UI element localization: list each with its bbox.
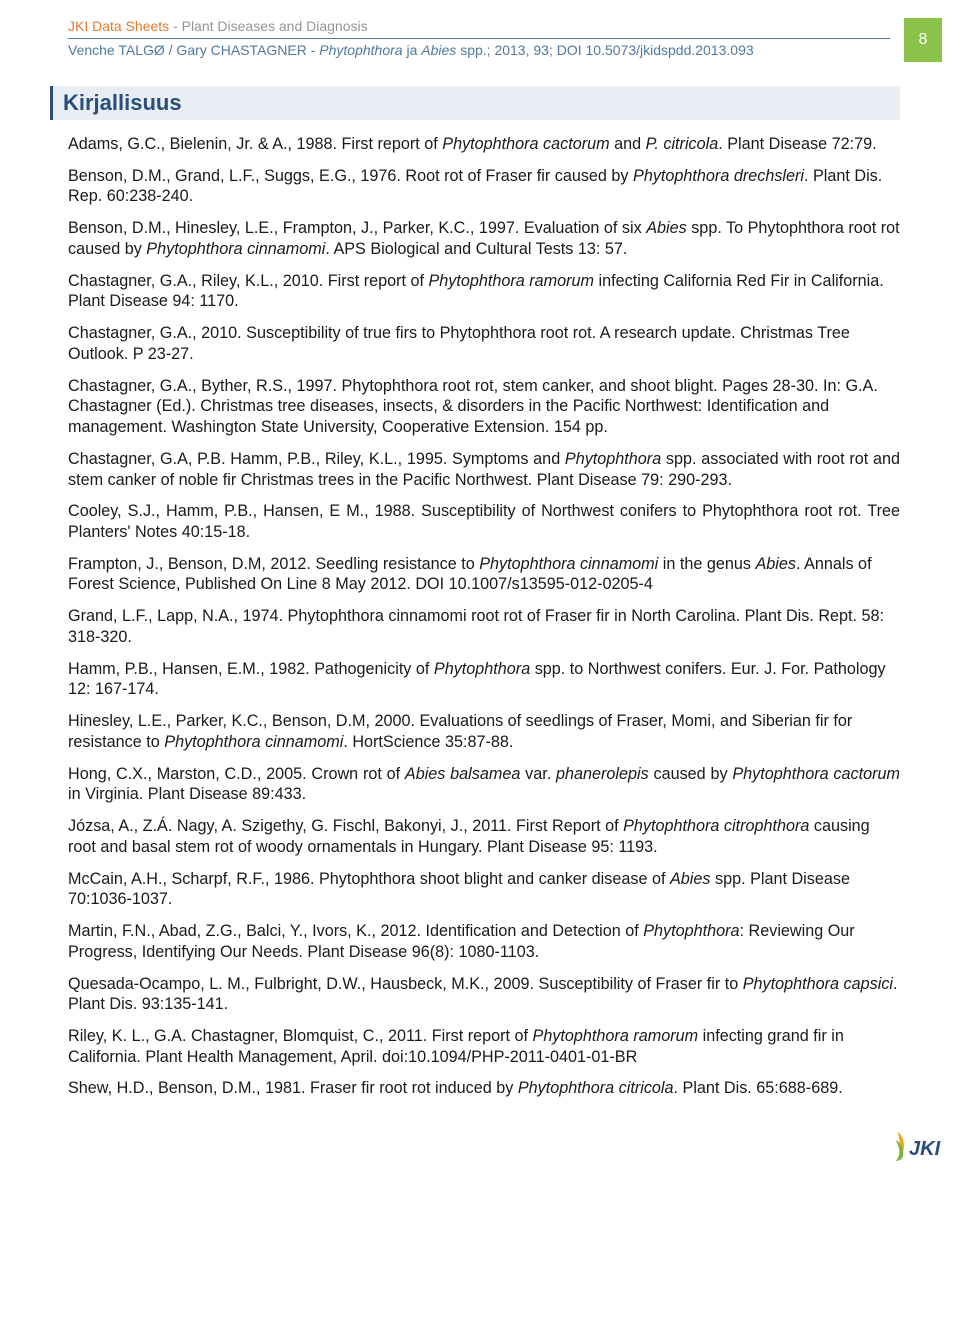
series-prefix: JKI Data Sheets <box>68 18 169 34</box>
header-series: JKI Data Sheets - Plant Diseases and Dia… <box>68 18 900 36</box>
reference-item: Chastagner, G.A., Riley, K.L., 2010. Fir… <box>68 271 900 312</box>
series-suffix: - Plant Diseases and Diagnosis <box>169 18 367 34</box>
page-number: 8 <box>919 31 928 49</box>
reference-item: Shew, H.D., Benson, D.M., 1981. Fraser f… <box>68 1078 900 1099</box>
footer-logo: JKI <box>892 1128 946 1162</box>
page: JKI Data Sheets - Plant Diseases and Dia… <box>0 0 960 1170</box>
section-title: Kirjallisuus <box>50 86 900 120</box>
references-list: Adams, G.C., Bielenin, Jr. & A., 1988. F… <box>68 134 900 1099</box>
header-authors: Venche TALGØ / Gary CHASTAGNER - <box>68 42 319 58</box>
reference-item: Benson, D.M., Grand, L.F., Suggs, E.G., … <box>68 166 900 207</box>
header-title-mid: ja <box>403 42 422 58</box>
reference-item: Quesada-Ocampo, L. M., Fulbright, D.W., … <box>68 974 900 1015</box>
reference-item: Benson, D.M., Hinesley, L.E., Frampton, … <box>68 218 900 259</box>
reference-item: Hamm, P.B., Hansen, E.M., 1982. Pathogen… <box>68 659 900 700</box>
header-title-rest: spp.; 2013, 93; DOI 10.5073/jkidspdd.201… <box>456 42 753 58</box>
page-header: JKI Data Sheets - Plant Diseases and Dia… <box>68 18 900 58</box>
reference-item: Hinesley, L.E., Parker, K.C., Benson, D.… <box>68 711 900 752</box>
reference-item: Chastagner, G.A., Byther, R.S., 1997. Ph… <box>68 376 900 438</box>
reference-item: McCain, A.H., Scharpf, R.F., 1986. Phyto… <box>68 869 900 910</box>
reference-item: Cooley, S.J., Hamm, P.B., Hansen, E M., … <box>68 501 900 542</box>
header-divider <box>68 38 890 39</box>
reference-item: Józsa, A., Z.Á. Nagy, A. Szigethy, G. Fi… <box>68 816 900 857</box>
jki-logo-icon: JKI <box>892 1128 946 1162</box>
reference-item: Adams, G.C., Bielenin, Jr. & A., 1988. F… <box>68 134 900 155</box>
reference-item: Grand, L.F., Lapp, N.A., 1974. Phytophth… <box>68 606 900 647</box>
reference-item: Riley, K. L., G.A. Chastagner, Blomquist… <box>68 1026 900 1067</box>
reference-item: Frampton, J., Benson, D.M, 2012. Seedlin… <box>68 554 900 595</box>
reference-item: Martin, F.N., Abad, Z.G., Balci, Y., Ivo… <box>68 921 900 962</box>
logo-text: JKI <box>909 1138 941 1160</box>
reference-item: Chastagner, G.A., 2010. Susceptibility o… <box>68 323 900 364</box>
reference-item: Chastagner, G.A, P.B. Hamm, P.B., Riley,… <box>68 449 900 490</box>
header-title-ital2: Abies <box>421 42 456 58</box>
reference-item: Hong, C.X., Marston, C.D., 2005. Crown r… <box>68 764 900 805</box>
header-title-ital1: Phytophthora <box>319 42 402 58</box>
header-citation: Venche TALGØ / Gary CHASTAGNER - Phytoph… <box>68 42 900 58</box>
page-number-badge: 8 <box>904 18 942 62</box>
